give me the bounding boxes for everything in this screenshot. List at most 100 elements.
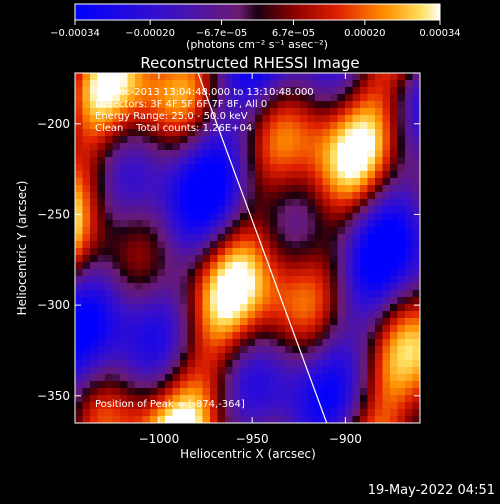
heatmap-cell: [285, 304, 293, 312]
heatmap-cell: [337, 171, 346, 179]
heatmap-cell: [382, 143, 391, 151]
heatmap-cell: [375, 297, 383, 305]
heatmap-cell: [307, 262, 316, 270]
heatmap-cell: [180, 262, 188, 270]
heatmap-cell: [405, 178, 413, 186]
heatmap-cell: [165, 178, 173, 186]
heatmap-cell: [97, 381, 106, 389]
heatmap-cell: [195, 416, 203, 424]
heatmap-cell: [292, 374, 301, 382]
heatmap-cell: [360, 129, 368, 137]
heatmap-cell: [315, 129, 323, 137]
heatmap-cell: [142, 248, 151, 256]
heatmap-cell: [75, 108, 83, 116]
heatmap-cell: [97, 332, 106, 340]
heatmap-cell: [202, 367, 211, 375]
heatmap-cell: [195, 332, 203, 340]
heatmap-cell: [97, 395, 106, 403]
heatmap-cell: [277, 185, 286, 193]
heatmap-cell: [165, 283, 173, 291]
heatmap-cell: [300, 220, 308, 228]
heatmap-cell: [322, 143, 331, 151]
heatmap-cell: [232, 409, 241, 417]
heatmap-cell: [127, 94, 136, 102]
heatmap-cell: [195, 80, 203, 88]
heatmap-cell: [232, 388, 241, 396]
annotation-counts: Clean Total counts: 1.26E+04: [95, 123, 252, 134]
heatmap-cell: [195, 269, 203, 277]
heatmap-cell: [360, 248, 368, 256]
heatmap-cell: [97, 290, 106, 298]
heatmap-cell: [112, 171, 121, 179]
heatmap-cell: [255, 80, 263, 88]
heatmap-cell: [345, 80, 353, 88]
heatmap-cell: [105, 143, 113, 151]
heatmap-cell: [270, 192, 278, 200]
heatmap-cell: [405, 164, 413, 172]
x-tick-label: −1000: [139, 432, 180, 446]
heatmap-cell: [165, 220, 173, 228]
heatmap-cell: [367, 192, 376, 200]
heatmap-cell: [255, 374, 263, 382]
heatmap-cell: [277, 213, 286, 221]
heatmap-cell: [202, 311, 211, 319]
heatmap-cell: [337, 367, 346, 375]
heatmap-cell: [82, 185, 91, 193]
heatmap-cell: [180, 325, 188, 333]
heatmap-cell: [187, 304, 196, 312]
heatmap-cell: [172, 227, 181, 235]
heatmap-cell: [195, 395, 203, 403]
heatmap-cell: [352, 381, 361, 389]
heatmap-cell: [300, 199, 308, 207]
heatmap-cell: [195, 220, 203, 228]
heatmap-cell: [217, 241, 226, 249]
heatmap-cell: [225, 262, 233, 270]
heatmap-cell: [315, 346, 323, 354]
heatmap-cell: [180, 178, 188, 186]
heatmap-cell: [90, 136, 98, 144]
heatmap-cell: [97, 171, 106, 179]
heatmap-cell: [285, 339, 293, 347]
heatmap-cell: [225, 73, 233, 81]
heatmap-cell: [202, 290, 211, 298]
heatmap-cell: [367, 129, 376, 137]
heatmap-cell: [225, 311, 233, 319]
heatmap-cell: [172, 241, 181, 249]
heatmap-cell: [165, 164, 173, 172]
heatmap-cell: [360, 290, 368, 298]
heatmap-cell: [262, 290, 271, 298]
heatmap-cell: [120, 402, 128, 410]
heatmap-cell: [390, 234, 398, 242]
heatmap-cell: [165, 311, 173, 319]
heatmap-cell: [135, 213, 143, 221]
heatmap-cell: [330, 94, 338, 102]
heatmap-cell: [345, 248, 353, 256]
heatmap-cell: [360, 101, 368, 109]
heatmap-cell: [255, 276, 263, 284]
heatmap-cell: [255, 346, 263, 354]
heatmap-cell: [277, 108, 286, 116]
heatmap-cell: [345, 108, 353, 116]
heatmap-cell: [112, 409, 121, 417]
colorbar-gradient: [74, 3, 441, 21]
heatmap-cell: [210, 318, 218, 326]
heatmap-cell: [180, 94, 188, 102]
heatmap-cell: [360, 115, 368, 123]
heatmap-cell: [285, 136, 293, 144]
heatmap-cell: [360, 395, 368, 403]
heatmap-cell: [262, 73, 271, 81]
heatmap-cell: [315, 94, 323, 102]
heatmap-cell: [397, 199, 406, 207]
heatmap-cell: [330, 73, 338, 81]
heatmap-cell: [390, 325, 398, 333]
heatmap-cell: [240, 206, 248, 214]
heatmap-cell: [217, 374, 226, 382]
heatmap-cell: [172, 353, 181, 361]
heatmap-cell: [187, 73, 196, 81]
heatmap-cell: [187, 360, 196, 368]
heatmap-cell: [217, 136, 226, 144]
heatmap-cell: [382, 360, 391, 368]
heatmap-cell: [345, 409, 353, 417]
heatmap-cell: [172, 73, 181, 81]
heatmap-cell: [202, 94, 211, 102]
